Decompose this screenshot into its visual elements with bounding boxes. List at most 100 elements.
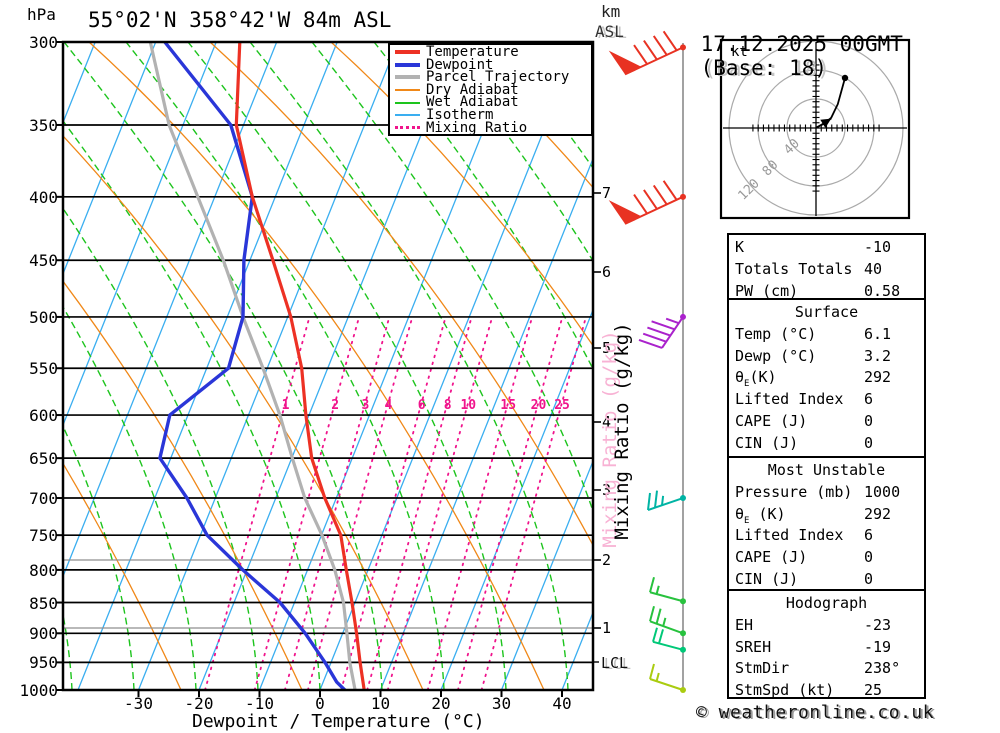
legend-item-label: Temperature [426,44,519,60]
pressure-tick-label: 900 [29,624,58,644]
mixing-ratio-value-label: 10 [460,398,477,413]
isotherm-line [198,42,459,690]
mixing-ratio-axis-label: Mixing Ratio (g/kg) [611,322,633,540]
table-row-value: 0 [864,548,874,567]
barb-flag [608,200,642,224]
isotherm-line [63,42,217,427]
wind-barb [608,180,686,225]
table-row-value: 238° [864,659,901,678]
km-tick-label: 5 [602,339,612,357]
table-row-label: Totals Totals [735,259,853,278]
legend-line-sample [395,75,420,80]
barb-feather [652,184,668,205]
table-row-label: θE (K) [735,504,786,526]
storm-motion-arrowhead [820,118,832,128]
km-tick-label: 1 [602,619,612,637]
run-datetime-main: 17.12.2025 00GMT [700,32,903,56]
barb-feather [638,338,663,349]
table-row-label: Dewp (°C) [735,346,817,365]
legend-line-sample [395,50,420,55]
indices-table-section: Surface Temp (°C) 6.1 Dewp (°C) 3.2 θE(K) 292 L… [727,298,926,458]
pressure-tick-label: 800 [29,560,58,580]
pressure-tick-label: 950 [29,653,58,673]
mixing-ratio-value-label: 3 [361,398,370,413]
legend-item: Temperature [390,44,591,60]
wet-adiabat-line [435,42,593,263]
barb-feather [658,629,664,644]
wind-barb [608,30,686,76]
wet-adiabat-line [249,42,569,690]
barb-half-feather [655,672,660,682]
table-row-label: CAPE (J) [735,548,808,567]
mixing-ratio-value-label: 25 [554,398,570,413]
barb-half-feather [662,617,667,627]
km-tick-label: 7 [602,184,612,202]
wind-barb [649,663,686,693]
table-row-value: 0 [864,433,874,452]
barb-feather [652,35,668,56]
table-row-label: Temp (°C) [735,324,817,343]
isotherm-line [500,459,593,690]
table-row-value: 1000 [864,482,901,501]
table-row-value: 6.1 [864,324,892,343]
legend-item-label: Wet Adiabat [426,94,519,111]
legend: Temperature Dewpoint Parcel Trajectory Dry … [388,43,593,136]
table-row-value: 40 [864,259,883,278]
barb-station-dot [680,646,686,653]
isotherm-line [63,42,278,579]
hodograph-trace-start-dot [841,74,849,82]
hodograph-ring-label: 80 [760,158,782,180]
wet-adiabat-line [187,42,507,690]
barb-feather [633,44,648,65]
table-row-label: K [735,238,745,256]
barb-feather [649,606,655,622]
mixing-ratio-value-label: 1 [281,398,290,413]
barb-half-feather [665,317,680,325]
mixing-ratio-value-label: 6 [417,398,426,413]
dry-adiabat-line [63,462,182,690]
table-row-value: 6 [864,526,874,545]
run-datetime-base: (Base: 18) [700,56,828,80]
legend-item-label: Isotherm [426,106,494,123]
pressure-tick-label: 400 [29,187,58,207]
isotherm-line [77,42,338,690]
wet-adiabat-line [63,424,135,690]
x-axis-caption: Dewpoint / Temperature (°C) [192,711,485,732]
table-row: CAPE (J) 0 [729,411,924,433]
watermark: © weatheronline.co.uk [696,702,935,723]
dry-adiabat-line [63,135,424,690]
lcl-marker-label: LCL [601,654,629,672]
isotherm-line [63,42,157,276]
legend-item: Isotherm [390,106,591,123]
table-row-value: 25 [864,681,883,700]
barb-feather [643,39,658,61]
isotherm-line [319,42,580,690]
table-row: SREH -19 [729,637,924,659]
mixing-ratio-value-label: 15 [500,398,517,413]
pressure-unit-label: hPa [27,5,56,24]
table-row: θE(K) 292 [729,367,924,389]
table-row-value: -23 [864,615,892,634]
table-row: StmDir 238° [729,658,924,680]
barb-shaft [649,620,684,635]
barb-feather [651,320,675,331]
table-section-header: Most Unstable [767,461,886,479]
table-row-value: 292 [864,504,892,523]
isotherm-line [258,42,520,690]
table-row: θE (K) 292 [729,504,924,526]
barb-feather [647,326,671,337]
dewpoint-curve [158,42,347,690]
table-row-value: 0.58 [864,281,901,300]
barb-station-dot [680,44,686,51]
table-row: CIN (J) 0 [729,433,924,455]
legend-item-label: Dry Adiabat [426,81,519,98]
wet-adiabat-line [125,42,445,690]
legend-item: Dewpoint [390,58,591,71]
wet-adiabat-line [63,207,259,690]
barb-feather [654,490,658,508]
legend-item: Mixing Ratio [390,121,591,134]
legend-item-label: Parcel Trajectory [426,69,570,86]
pressure-tick-label: 700 [29,489,58,509]
barb-feather [647,492,651,511]
